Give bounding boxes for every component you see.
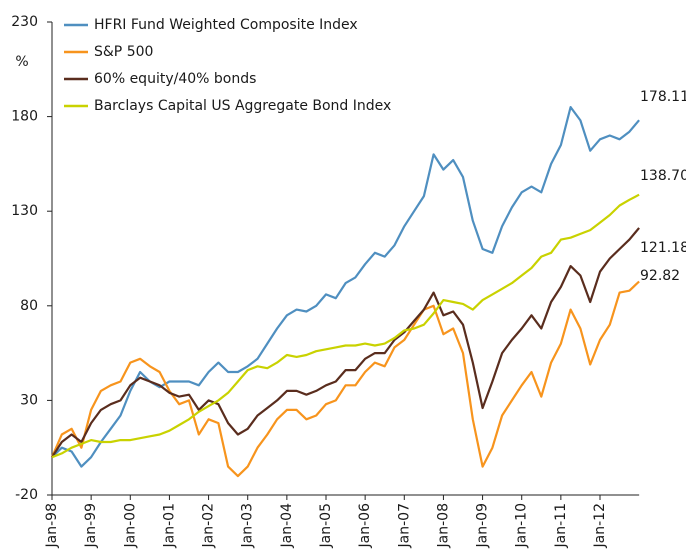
x-tick-label: Jan-03 <box>240 503 256 548</box>
y-tick-label: 30 <box>20 392 38 408</box>
y-tick-label: 230 <box>11 14 38 30</box>
legend-label: 60% equity/40% bonds <box>94 71 256 87</box>
x-tick-label: Jan-10 <box>514 503 530 548</box>
end-label: 121.18 <box>640 240 686 256</box>
x-tick-label: Jan-02 <box>201 503 217 548</box>
x-tick-label: Jan-07 <box>396 503 412 548</box>
end-label: 138.70 <box>640 168 686 184</box>
x-tick-label: Jan-08 <box>435 503 451 548</box>
y-tick-label: 80 <box>20 298 38 314</box>
x-tick-label: Jan-04 <box>279 503 295 549</box>
series-line <box>51 193 640 459</box>
x-tick-label: Jan-00 <box>122 503 138 548</box>
x-tick-label: Jan-99 <box>83 503 99 548</box>
legend-label: HFRI Fund Weighted Composite Index <box>94 17 358 33</box>
y-axis-label: % <box>15 54 28 70</box>
x-tick-label: Jan-09 <box>475 503 491 548</box>
end-label: 92.82 <box>640 268 680 284</box>
series-line <box>51 106 640 468</box>
legend-label: Barclays Capital US Aggregate Bond Index <box>94 98 391 114</box>
x-tick-label: Jan-11 <box>553 503 569 548</box>
y-tick-label: 180 <box>11 109 38 125</box>
legend-label: S&P 500 <box>94 44 153 60</box>
series-line <box>51 227 640 458</box>
x-tick-label: Jan-12 <box>592 503 608 548</box>
x-tick-label: Jan-98 <box>44 503 60 548</box>
x-tick-label: Jan-05 <box>318 503 334 548</box>
y-tick-label: -20 <box>15 487 38 503</box>
series-line <box>50 280 640 478</box>
x-tick-label: Jan-06 <box>357 503 373 549</box>
end-label: 178.11 <box>640 89 686 105</box>
x-tick-label: Jan-01 <box>161 503 177 548</box>
y-tick-label: 130 <box>11 203 38 219</box>
